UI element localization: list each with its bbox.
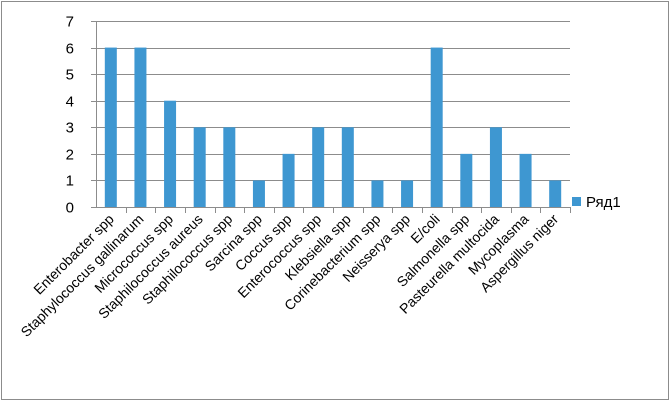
legend-swatch [572,197,581,206]
bar-12 [460,153,473,207]
bar-1 [134,47,147,207]
bar-10 [401,180,414,207]
y-tick-label-5: 5 [66,67,74,84]
bar-6 [282,153,295,207]
bar-15 [549,180,562,207]
y-tick-label-1: 1 [66,173,74,190]
bar-13 [489,127,502,207]
axes [91,21,571,213]
y-tick-label-2: 2 [66,147,74,164]
legend: Ряд1 [572,194,621,211]
bar-8 [341,127,354,207]
bars [104,47,562,207]
bar-9 [371,180,384,207]
y-tick-label-4: 4 [66,94,74,111]
bar-11 [430,47,443,207]
y-tick-label-3: 3 [66,120,74,137]
bar-5 [252,180,265,207]
y-tick-label-6: 6 [66,41,74,58]
bar-2 [164,100,177,207]
bar-4 [223,127,236,207]
bar-14 [519,153,532,207]
y-tick-label-0: 0 [66,200,74,217]
category-label-1: Staphylococcus gallinarum [17,211,146,340]
y-tick-labels: 0 1 2 3 4 5 6 7 [66,14,74,217]
legend-label: Ряд1 [586,194,621,211]
bar-3 [193,127,206,207]
bar-7 [312,127,325,207]
bar-0 [104,47,117,207]
y-tick-label-7: 7 [66,14,74,31]
